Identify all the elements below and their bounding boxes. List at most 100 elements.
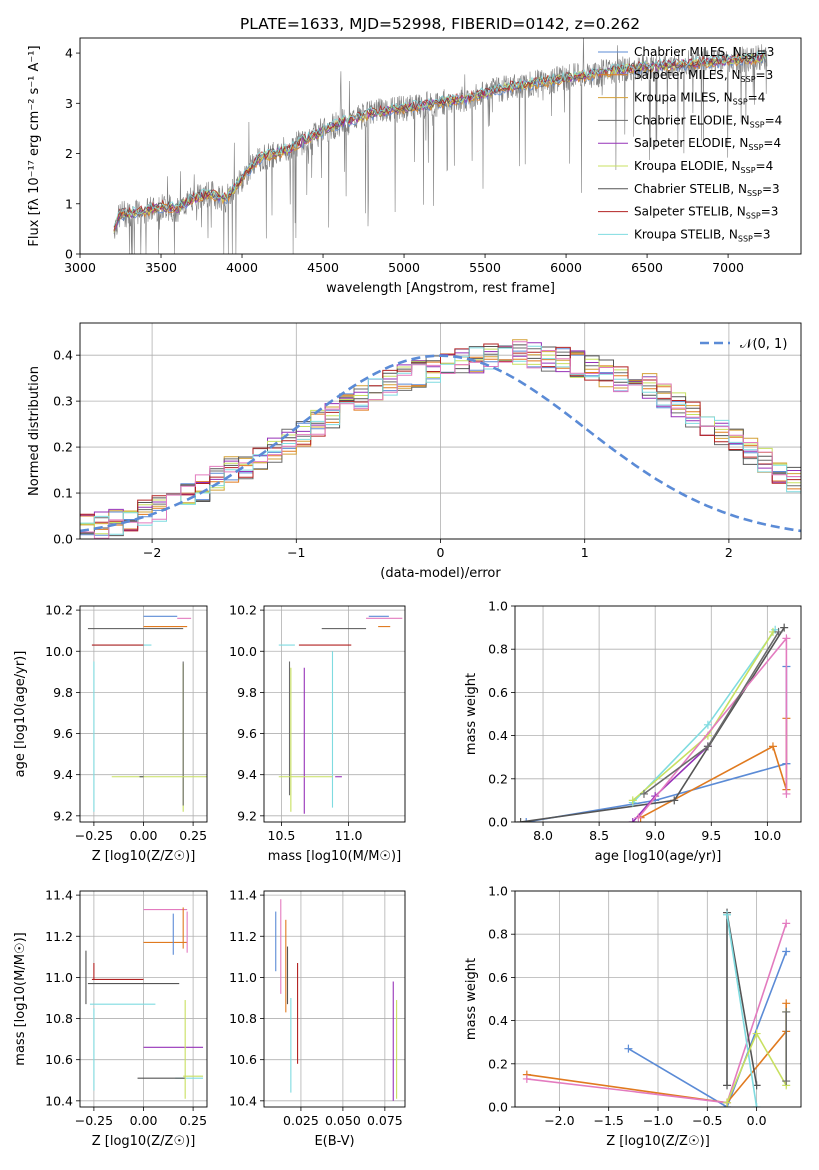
legend-label: Chabrier STELIB, NSSP=3 <box>634 182 780 198</box>
series-marker <box>780 623 789 632</box>
x-tick-label: 11.0 <box>335 828 363 843</box>
series-marker <box>703 742 712 751</box>
y-tick-label: 9.8 <box>53 685 73 700</box>
x-tick-label: 9.0 <box>645 828 665 843</box>
legend-label: Salpeter MILES, NSSP=3 <box>634 68 773 84</box>
plot-area <box>516 623 791 822</box>
y-tick-label: 10.4 <box>45 1093 73 1108</box>
x-tick-label: 4500 <box>307 260 339 275</box>
series-line <box>526 762 787 822</box>
y-tick-label: 10.6 <box>229 1052 257 1067</box>
y-tick-label: 2 <box>65 146 73 161</box>
axes-frame <box>514 605 802 823</box>
y-tick-label: 0 <box>65 247 73 262</box>
y-tick-label: 11.0 <box>45 970 73 985</box>
x-tick-label: 2 <box>725 545 733 560</box>
x-tick-label: 0 <box>437 545 445 560</box>
legend-label: Kroupa ELODIE, NSSP=4 <box>634 159 773 175</box>
x-tick-label: 1 <box>581 545 589 560</box>
legend-label: Salpeter STELIB, NSSP=3 <box>634 205 778 221</box>
axes-frame <box>79 37 802 255</box>
series-line <box>632 629 776 804</box>
chart-spectrum: 3000 3500 4000 4500 5000 5500 6000 6500 7000 0 1 2 3… <box>27 37 802 296</box>
y-tick-label: 0.1 <box>53 486 73 501</box>
y-axis-label: Normed distribution <box>27 366 42 496</box>
x-tick-label: 0.00 <box>130 828 158 843</box>
y-tick-label: 10.2 <box>229 603 257 618</box>
axes-frame <box>79 605 208 823</box>
series-marker <box>522 1074 531 1083</box>
axes-frame <box>79 322 802 540</box>
y-tick-label: 0.2 <box>53 440 73 455</box>
axes-frame <box>263 890 406 1108</box>
y-tick-label: 9.2 <box>53 808 73 823</box>
chart-age-vs-Z: −0.25 0.00 0.25 9.2 9.4 9.6 9.8 10.0 10.2 Z [log1… <box>13 603 208 864</box>
figure-title: PLATE=1633, MJD=52998, FIBERID=0142, z=0… <box>240 15 640 33</box>
y-tick-label: 0.8 <box>488 642 508 657</box>
y-tick-label: 10.6 <box>45 1052 73 1067</box>
plot-area <box>85 907 204 1099</box>
x-tick-label: 0.075 <box>367 1113 403 1128</box>
x-tick-label: 5500 <box>469 260 501 275</box>
y-axis-label: Flux [fλ 10⁻¹⁷ erg cm⁻² s⁻¹ A⁻¹] <box>27 45 42 246</box>
series-marker <box>768 742 777 751</box>
chart-weight-vs-Z: −2.0 −1.5 −1.0 −0.5 0.0 0.0 0.2 0.4 0.6 0.8 1.0 Z [… <box>464 884 802 1149</box>
x-axis-label: Z [log10(Z/Z☉)] <box>606 1134 710 1149</box>
x-tick-label: 8.0 <box>533 828 553 843</box>
chart-residuals: −2 −1 0 1 2 0.0 0.1 0.2 0.3 0.4 (data-model)/error… <box>27 322 802 581</box>
series-marker <box>723 910 732 919</box>
x-axis-label: Z [log10(Z/Z☉)] <box>92 849 196 864</box>
y-tick-label: 11.4 <box>229 888 257 903</box>
series-marker <box>628 818 637 822</box>
series-marker <box>782 789 791 798</box>
legend: Chabrier MILES, NSSP=3 Salpeter MILES, NS… <box>598 45 782 243</box>
x-tick-label: 6000 <box>550 260 582 275</box>
y-tick-label: 10.2 <box>45 603 73 618</box>
y-tick-label: 9.8 <box>237 685 257 700</box>
axes-frame <box>514 890 802 1108</box>
x-tick-label: −1.0 <box>643 1113 673 1128</box>
x-tick-label: 0.0 <box>747 1113 767 1128</box>
x-axis-label: age [log10(age/yr)] <box>595 849 722 864</box>
x-tick-label: 10.5 <box>268 828 296 843</box>
x-tick-label: 6500 <box>631 260 663 275</box>
plot-area <box>87 615 207 812</box>
y-tick-label: 11.2 <box>45 929 73 944</box>
y-axis-label: mass weight <box>464 958 479 1040</box>
series-marker <box>624 1044 633 1053</box>
x-axis-label: mass [log10(M/M☉)] <box>268 849 401 864</box>
legend: 𝒩(0, 1) <box>700 337 787 352</box>
y-tick-label: 0.0 <box>488 1100 508 1115</box>
y-tick-label: 1 <box>65 196 73 211</box>
x-tick-label: 0.25 <box>179 1113 207 1128</box>
series-marker <box>516 818 525 822</box>
y-tick-label: 0.6 <box>488 685 508 700</box>
x-tick-label: −0.5 <box>692 1113 722 1128</box>
x-tick-label: 9.5 <box>701 828 721 843</box>
x-tick-label: 5000 <box>388 260 420 275</box>
series-marker <box>723 1081 732 1090</box>
y-axis-label: mass [log10(M/M☉)] <box>13 932 28 1065</box>
series-marker <box>782 947 791 956</box>
series-marker <box>628 796 637 805</box>
y-tick-label: 11.0 <box>229 970 257 985</box>
y-tick-label: 0.4 <box>488 728 508 743</box>
y-tick-label: 11.4 <box>45 888 73 903</box>
series-line <box>526 923 787 1104</box>
legend-label: Kroupa STELIB, NSSP=3 <box>634 227 771 243</box>
chart-weight-vs-age: 8.0 8.5 9.0 9.5 10.0 0.0 0.2 0.4 0.6 0.8 1.0 age [l… <box>464 599 802 864</box>
legend-label: Chabrier ELODIE, NSSP=4 <box>634 113 782 129</box>
y-axis-label: mass weight <box>464 673 479 755</box>
legend-label: Chabrier MILES, NSSP=3 <box>634 45 774 61</box>
y-tick-label: 10.0 <box>229 644 257 659</box>
x-tick-label: 0.025 <box>283 1113 319 1128</box>
series-marker <box>752 1103 761 1107</box>
x-axis-label: wavelength [Angstrom, rest frame] <box>326 281 555 296</box>
series-line <box>726 914 758 1107</box>
x-axis-label: (data-model)/error <box>380 566 501 581</box>
model-line-7 <box>113 51 766 232</box>
series-marker <box>782 1077 791 1086</box>
x-tick-label: −1 <box>287 545 305 560</box>
